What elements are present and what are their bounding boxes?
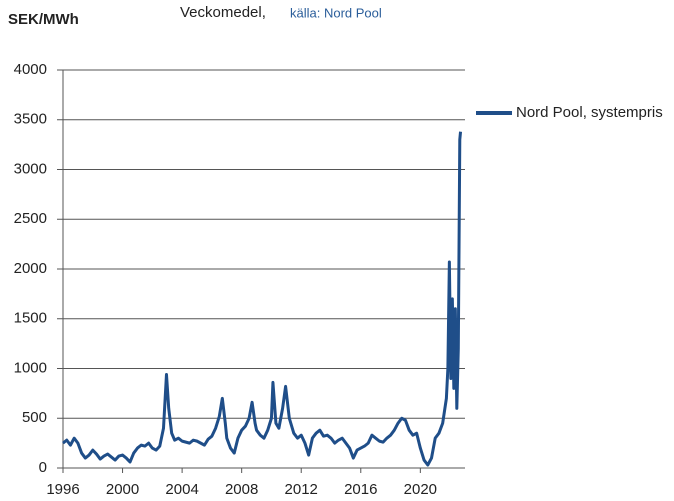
y-tick-label: 500 (22, 409, 47, 426)
y-tick-label: 1000 (14, 359, 47, 376)
y-axis-label: SEK/MWh (8, 11, 79, 28)
x-tick-label: 2012 (285, 481, 318, 498)
chart-title: Veckomedel, (180, 4, 266, 21)
x-tick-label: 2004 (165, 481, 198, 498)
y-tick-label: 3000 (14, 160, 47, 177)
y-tick-label: 4000 (14, 61, 47, 78)
x-tick-label: 2020 (404, 481, 437, 498)
series-line (62, 131, 463, 467)
chart-subtitle: källa: Nord Pool (290, 5, 382, 20)
y-tick-label: 3500 (14, 111, 47, 128)
y-tick-label: 1500 (14, 310, 47, 327)
x-tick-label: 2016 (344, 481, 377, 498)
y-tick-label: 0 (39, 459, 47, 476)
legend-label: Nord Pool, systempris (516, 104, 663, 121)
x-tick-label: 2000 (106, 481, 139, 498)
y-tick-label: 2500 (14, 210, 47, 227)
y-tick-label: 2000 (14, 260, 47, 277)
x-tick-label: 1996 (46, 481, 79, 498)
x-tick-label: 2008 (225, 481, 258, 498)
